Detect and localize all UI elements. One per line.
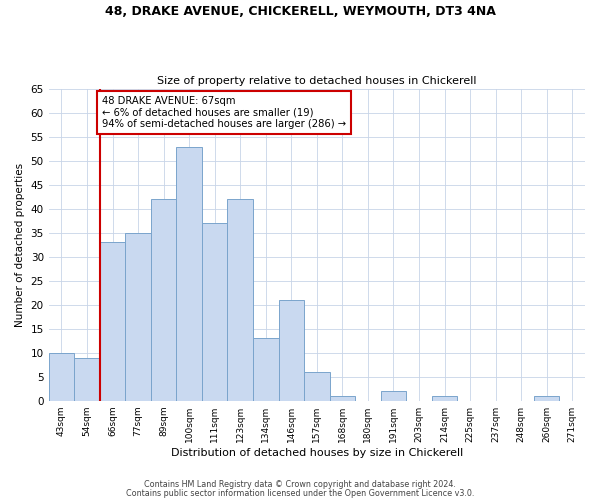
Bar — [329, 396, 355, 400]
Bar — [534, 396, 559, 400]
Bar — [151, 200, 176, 400]
Bar — [253, 338, 278, 400]
Bar — [100, 242, 125, 400]
Y-axis label: Number of detached properties: Number of detached properties — [15, 163, 25, 327]
Title: Size of property relative to detached houses in Chickerell: Size of property relative to detached ho… — [157, 76, 476, 86]
Text: 48 DRAKE AVENUE: 67sqm
← 6% of detached houses are smaller (19)
94% of semi-deta: 48 DRAKE AVENUE: 67sqm ← 6% of detached … — [103, 96, 346, 130]
X-axis label: Distribution of detached houses by size in Chickerell: Distribution of detached houses by size … — [171, 448, 463, 458]
Text: Contains HM Land Registry data © Crown copyright and database right 2024.: Contains HM Land Registry data © Crown c… — [144, 480, 456, 489]
Bar — [176, 146, 202, 400]
Bar — [125, 233, 151, 400]
Text: 48, DRAKE AVENUE, CHICKERELL, WEYMOUTH, DT3 4NA: 48, DRAKE AVENUE, CHICKERELL, WEYMOUTH, … — [104, 5, 496, 18]
Bar — [304, 372, 329, 400]
Bar — [432, 396, 457, 400]
Text: Contains public sector information licensed under the Open Government Licence v3: Contains public sector information licen… — [126, 488, 474, 498]
Bar — [74, 358, 100, 401]
Bar — [49, 353, 74, 401]
Bar — [278, 300, 304, 400]
Bar — [202, 224, 227, 400]
Bar — [227, 200, 253, 400]
Bar — [380, 391, 406, 400]
